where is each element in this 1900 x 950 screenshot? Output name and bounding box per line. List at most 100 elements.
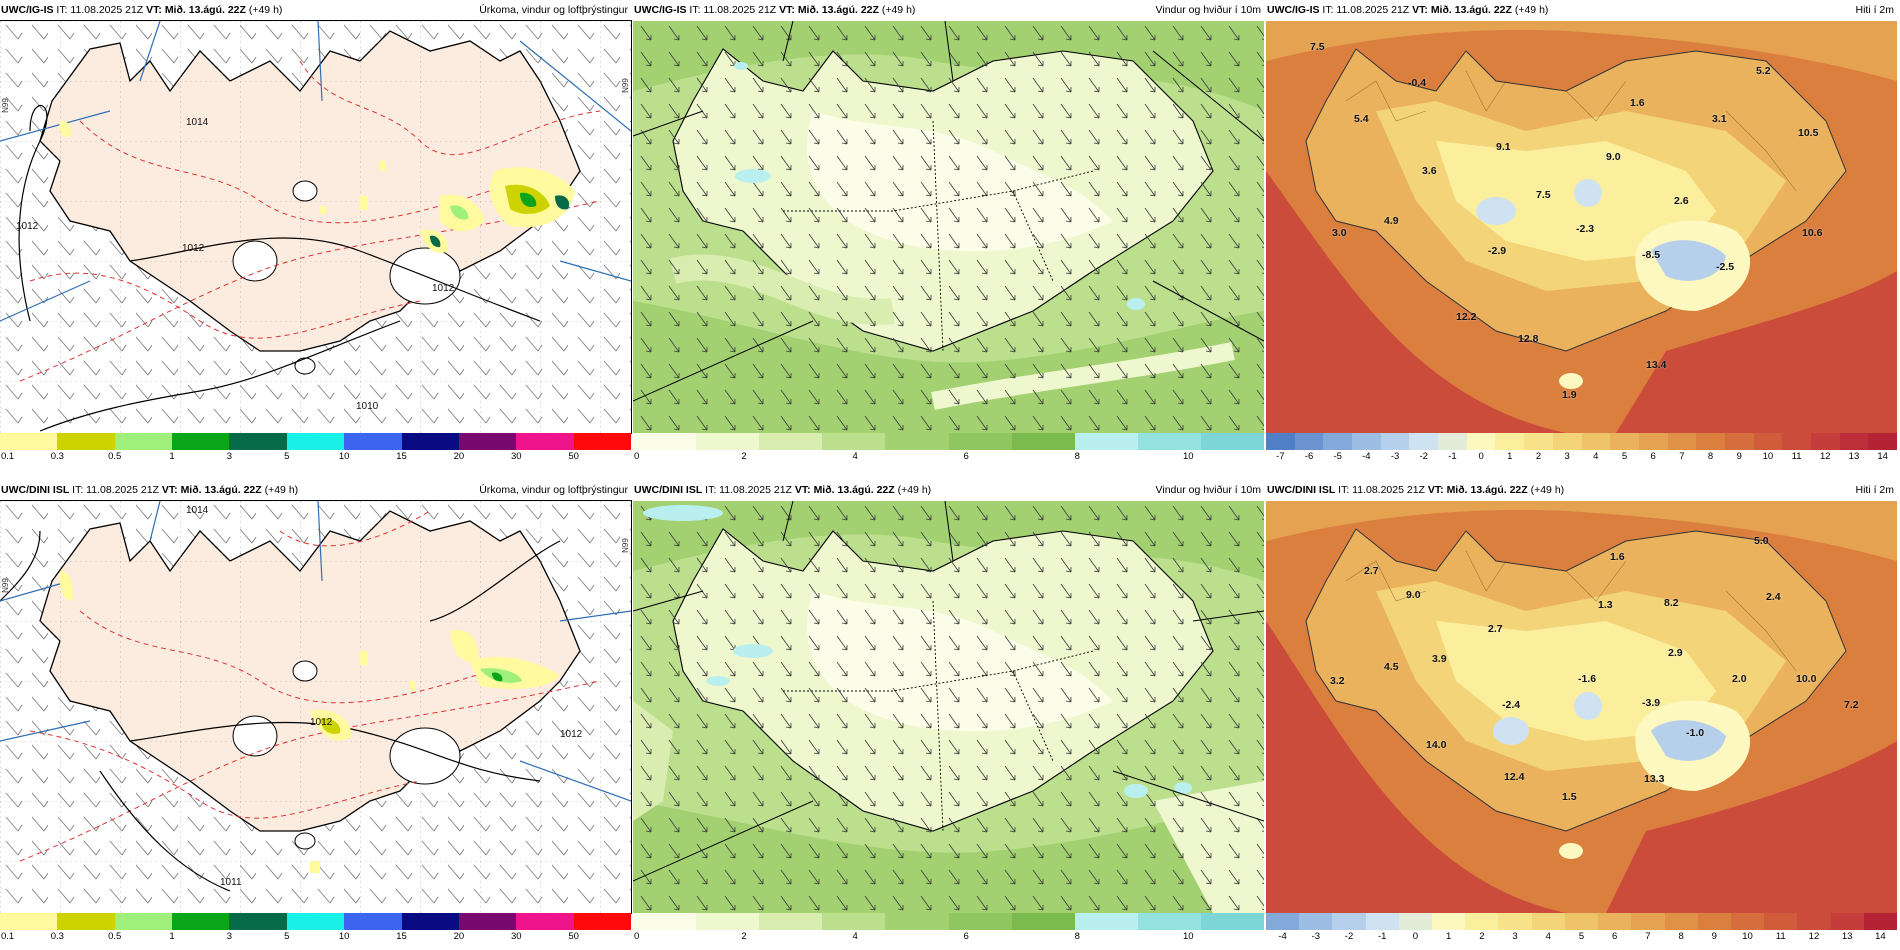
legend-swatch	[344, 913, 403, 930]
legend-swatch	[1398, 913, 1433, 930]
legend-tick: 10	[1182, 931, 1194, 942]
legend-swatch	[1610, 433, 1640, 450]
legend-swatch	[1524, 433, 1554, 450]
legend-swatch	[458, 433, 517, 450]
legend-tick: 30	[510, 931, 522, 942]
legend-swatch	[1438, 433, 1468, 450]
legend-swatch	[1137, 913, 1202, 930]
valid-label: VT:	[1427, 484, 1444, 496]
legend-swatch	[1531, 913, 1566, 930]
temp-label: 2.9	[1668, 647, 1683, 659]
temp-label: 2.6	[1674, 195, 1689, 207]
temp-label: 1.9	[1562, 389, 1577, 401]
legend-swatch	[1352, 433, 1382, 450]
legend-tick: 50	[568, 931, 579, 942]
legend-tick: 13	[1841, 931, 1853, 942]
temp-label: 8.2	[1664, 597, 1679, 609]
legend-tick: 5	[1578, 931, 1585, 942]
legend-swatch	[57, 433, 116, 450]
legend-swatch	[1299, 913, 1333, 930]
legend-swatch	[696, 433, 760, 450]
legend-tick: 7	[1679, 451, 1685, 462]
legend-tick: 0.3	[50, 451, 64, 462]
temp-label: 7.5	[1536, 189, 1551, 201]
legend-swatch	[1011, 913, 1076, 930]
legend-tick: 12	[1819, 451, 1831, 462]
legend-tick: 0.5	[108, 931, 122, 942]
legend-tick: 7	[1645, 931, 1651, 942]
product-name: Hiti í 2m	[1855, 484, 1894, 496]
temp-label: 2.7	[1488, 623, 1503, 635]
valid-label: VT:	[1412, 4, 1428, 16]
legend-swatch	[1730, 913, 1765, 930]
valid-label: VT:	[779, 4, 795, 16]
legend-tick: -5	[1333, 451, 1342, 462]
temp-label: -1.6	[1578, 673, 1597, 685]
temp-label: -8.5	[1642, 249, 1661, 261]
pressure-label: 1012	[16, 221, 39, 232]
valid-label: VT:	[146, 4, 162, 16]
panel-title: UWC/DINI ISL IT: 11.08.2025 21Z VT: Mið.…	[0, 480, 631, 500]
valid-time: Mið. 13.ágú. 22Z	[164, 4, 246, 16]
legend-swatch	[1465, 913, 1499, 930]
valid-time: Mið. 13.ágú. 22Z	[797, 4, 879, 16]
legend-swatch	[1696, 433, 1726, 450]
product-name: Úrkoma, vindur og loftþrýstingur	[479, 484, 628, 496]
legend-swatch	[401, 433, 460, 450]
temp-label: 3.2	[1330, 675, 1345, 687]
legend-swatch	[573, 433, 632, 450]
temp-label: 3.9	[1432, 653, 1447, 665]
legend-swatch	[822, 913, 886, 930]
wind-legend: 0 2 4 6 8 10	[633, 433, 1265, 462]
temp-label: 12.2	[1456, 311, 1477, 323]
legend-tick: 0	[1412, 931, 1419, 942]
pressure-label: 1012	[310, 717, 333, 728]
precip-legend: 0.1 0.3 0.5 1 3 5 10 15 20 30 50	[0, 433, 632, 462]
legend-swatch	[1432, 913, 1466, 930]
legend-tick: 10	[1182, 451, 1194, 462]
legend-tick: 8	[1074, 931, 1080, 942]
panel-title: UWC/IG-IS IT: 11.08.2025 21Z VT: Mið. 13…	[633, 0, 1264, 20]
temp-label: 10.0	[1796, 673, 1817, 685]
legend-swatch	[1200, 433, 1265, 450]
legend-tick: 8	[1707, 451, 1714, 462]
legend-swatch	[0, 913, 58, 930]
legend-swatch	[57, 913, 116, 930]
precip-legend: 0.1 0.3 0.5 1 3 5 10 15 20 30 50	[0, 913, 632, 942]
temp-label: 2.4	[1766, 591, 1781, 603]
panel-title: UWC/IG-IS IT: 11.08.2025 21Z VT: Mið. 13…	[0, 0, 631, 20]
pressure-label: 1011	[220, 877, 242, 888]
legend-swatch	[1409, 433, 1439, 450]
legend-tick: 2	[741, 451, 747, 462]
legend-swatch	[1667, 433, 1697, 450]
legend-swatch	[344, 433, 403, 450]
legend-swatch	[948, 433, 1013, 450]
legend-swatch	[1200, 913, 1265, 930]
product-name: Vindur og hviður í 10m	[1155, 484, 1261, 496]
legend-swatch	[229, 913, 288, 930]
valid-time: Mið. 13.ágú. 22Z	[1446, 484, 1528, 496]
legend-swatch	[1074, 433, 1139, 450]
panel-precip-igis: UWC/IG-IS IT: 11.08.2025 21Z VT: Mið. 13…	[0, 0, 632, 462]
pressure-label: 1014	[186, 117, 209, 128]
panel-title: UWC/DINI ISL IT: 11.08.2025 21Z VT: Mið.…	[1266, 480, 1897, 500]
legend-swatch	[1266, 433, 1296, 450]
legend-swatch	[1380, 433, 1410, 450]
legend-tick: -1	[1448, 451, 1457, 462]
legend-swatch	[573, 913, 632, 930]
legend-tick: 3	[1564, 451, 1570, 462]
legend-swatch	[1137, 433, 1202, 450]
temp-label: 5.0	[1754, 535, 1769, 547]
model-name: UWC/DINI ISL	[634, 484, 703, 496]
legend-tick: 13	[1848, 451, 1860, 462]
precip-map: 1014 1012 1012 1011 N99 N99	[0, 500, 632, 914]
model-name: UWC/IG-IS	[1, 4, 54, 16]
panel-title: UWC/IG-IS IT: 11.08.2025 21Z VT: Mið. 13…	[1266, 0, 1897, 20]
temp-label: 14.0	[1426, 739, 1447, 751]
legend-swatch	[1797, 913, 1832, 930]
temp-label: 3.1	[1712, 113, 1727, 125]
temp-label: 4.9	[1384, 215, 1399, 227]
legend-tick: 9	[1736, 451, 1742, 462]
panel-wind-dini: UWC/DINI ISL IT: 11.08.2025 21Z VT: Mið.…	[633, 480, 1265, 942]
legend-tick: 0.5	[108, 451, 122, 462]
